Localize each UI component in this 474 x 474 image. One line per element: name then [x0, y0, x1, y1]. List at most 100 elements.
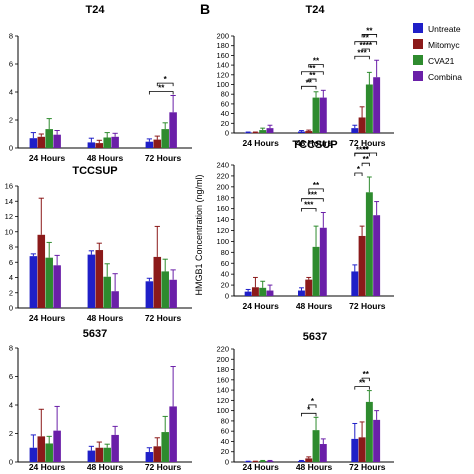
significance-label: ** [158, 84, 165, 93]
y-tick-label: 4 [9, 401, 13, 410]
significance-label: ** [309, 64, 316, 73]
bar-series-3 [266, 460, 274, 462]
y-tick-label: 0 [225, 458, 229, 467]
bar-series-2 [259, 130, 267, 133]
y-tick-label: 200 [216, 32, 229, 41]
bar-series-0 [87, 450, 96, 462]
y-tick-label: 60 [221, 99, 229, 108]
significance-label: * [357, 165, 361, 174]
legend-swatch-cva21 [413, 55, 423, 65]
y-tick-label: 2 [9, 116, 13, 125]
y-tick-label: 180 [216, 193, 229, 202]
significance-bracket [156, 82, 174, 87]
legend-label-cva21: CVA21 [428, 56, 455, 66]
chart-a-t24: T24 0 2 4 6 8 24 Hours 48 Hours 72 Hours *** [9, 4, 192, 163]
y-tick-label: 40 [221, 109, 229, 118]
significance-label: ** [306, 78, 313, 87]
bar-series-1 [153, 139, 162, 148]
bar-series-2 [365, 84, 373, 133]
bar-series-1 [305, 458, 313, 462]
bar-series-1 [153, 446, 162, 462]
significance-label: ** [309, 71, 316, 80]
y-tick-label: 160 [216, 375, 229, 384]
bar-series-1 [358, 437, 366, 462]
legend-label-untreated: Untreate [428, 24, 461, 34]
bar-series-3 [373, 419, 381, 462]
y-tick-label: 6 [9, 60, 13, 69]
category-label: 24 Hours [29, 462, 66, 472]
bar-series-2 [45, 257, 53, 308]
significance-label: **** [359, 41, 372, 50]
chart-title: TCCSUP [72, 165, 117, 177]
bar-series-2 [161, 129, 169, 148]
bar-series-3 [373, 215, 381, 296]
y-tick-label: 220 [216, 171, 229, 180]
bar-series-3 [266, 128, 274, 133]
y-tick-label: 200 [216, 355, 229, 364]
legend-swatch-combination [413, 71, 423, 81]
bar-series-3 [111, 434, 119, 462]
significance-bracket [301, 208, 317, 212]
significance-bracket [308, 78, 317, 83]
category-label: 24 Hours [242, 138, 279, 148]
y-tick-label: 140 [216, 61, 229, 70]
significance-bracket [354, 41, 378, 45]
significance-bracket [148, 91, 174, 95]
bar-series-0 [87, 254, 96, 308]
y-tick-label: 20 [221, 281, 229, 290]
bar-series-2 [161, 271, 169, 308]
bar-series-0 [244, 291, 252, 296]
bar-series-3 [53, 265, 61, 308]
y-tick-label: 40 [221, 270, 229, 279]
category-label: 24 Hours [242, 462, 279, 472]
significance-label: * [311, 397, 315, 406]
bar-series-3 [169, 279, 177, 308]
category-label: 72 Hours [145, 462, 182, 472]
y-tick-label: 240 [216, 161, 229, 170]
legend-swatch-mitomycin [413, 39, 423, 49]
bar-series-1 [95, 143, 104, 148]
significance-bracket [354, 152, 378, 156]
y-tick-label: 180 [216, 365, 229, 374]
y-tick-label: 0 [9, 304, 13, 313]
y-tick-label: 8 [9, 243, 13, 252]
bar-series-0 [145, 141, 154, 148]
y-tick-label: 160 [216, 51, 229, 60]
significance-bracket [301, 198, 324, 202]
chart-a-5637: 5637 0 2 4 6 8 24 Hours 48 Hours 72 Hours [9, 328, 192, 472]
bar-series-0 [351, 438, 359, 462]
significance-label: ** [363, 155, 370, 164]
legend-label-mitomycin: Mitomyc [428, 40, 460, 50]
bar-series-1 [305, 279, 313, 296]
y-tick-label: 100 [216, 237, 229, 246]
y-tick-label: 20 [221, 119, 229, 128]
y-tick-label: 220 [216, 345, 229, 354]
category-label: 72 Hours [349, 138, 386, 148]
y-tick-label: 14 [5, 197, 13, 206]
category-label: 24 Hours [242, 301, 279, 311]
significance-bracket [361, 48, 370, 52]
significance-label: *** [304, 200, 314, 209]
y-tick-label: 80 [221, 416, 229, 425]
bar-series-0 [29, 447, 38, 462]
significance-bracket [301, 71, 324, 75]
significance-bracket [354, 55, 370, 60]
panel-b-label: B [200, 1, 210, 17]
significance-bracket [361, 34, 378, 38]
category-label: 48 Hours [87, 153, 124, 163]
category-label: 48 Hours [296, 462, 333, 472]
y-tick-label: 12 [5, 212, 13, 221]
y-tick-label: 80 [221, 90, 229, 99]
bar-series-2 [312, 246, 320, 296]
bar-series-2 [312, 97, 320, 133]
bar-series-2 [45, 443, 53, 462]
y-tick-label: 8 [9, 32, 13, 41]
bar-series-1 [251, 287, 259, 296]
significance-label: ** [313, 56, 320, 65]
category-label: 72 Hours [145, 313, 182, 323]
y-tick-label: 2 [9, 288, 13, 297]
significance-label: *** [357, 48, 367, 57]
significance-label: ** [363, 370, 370, 379]
